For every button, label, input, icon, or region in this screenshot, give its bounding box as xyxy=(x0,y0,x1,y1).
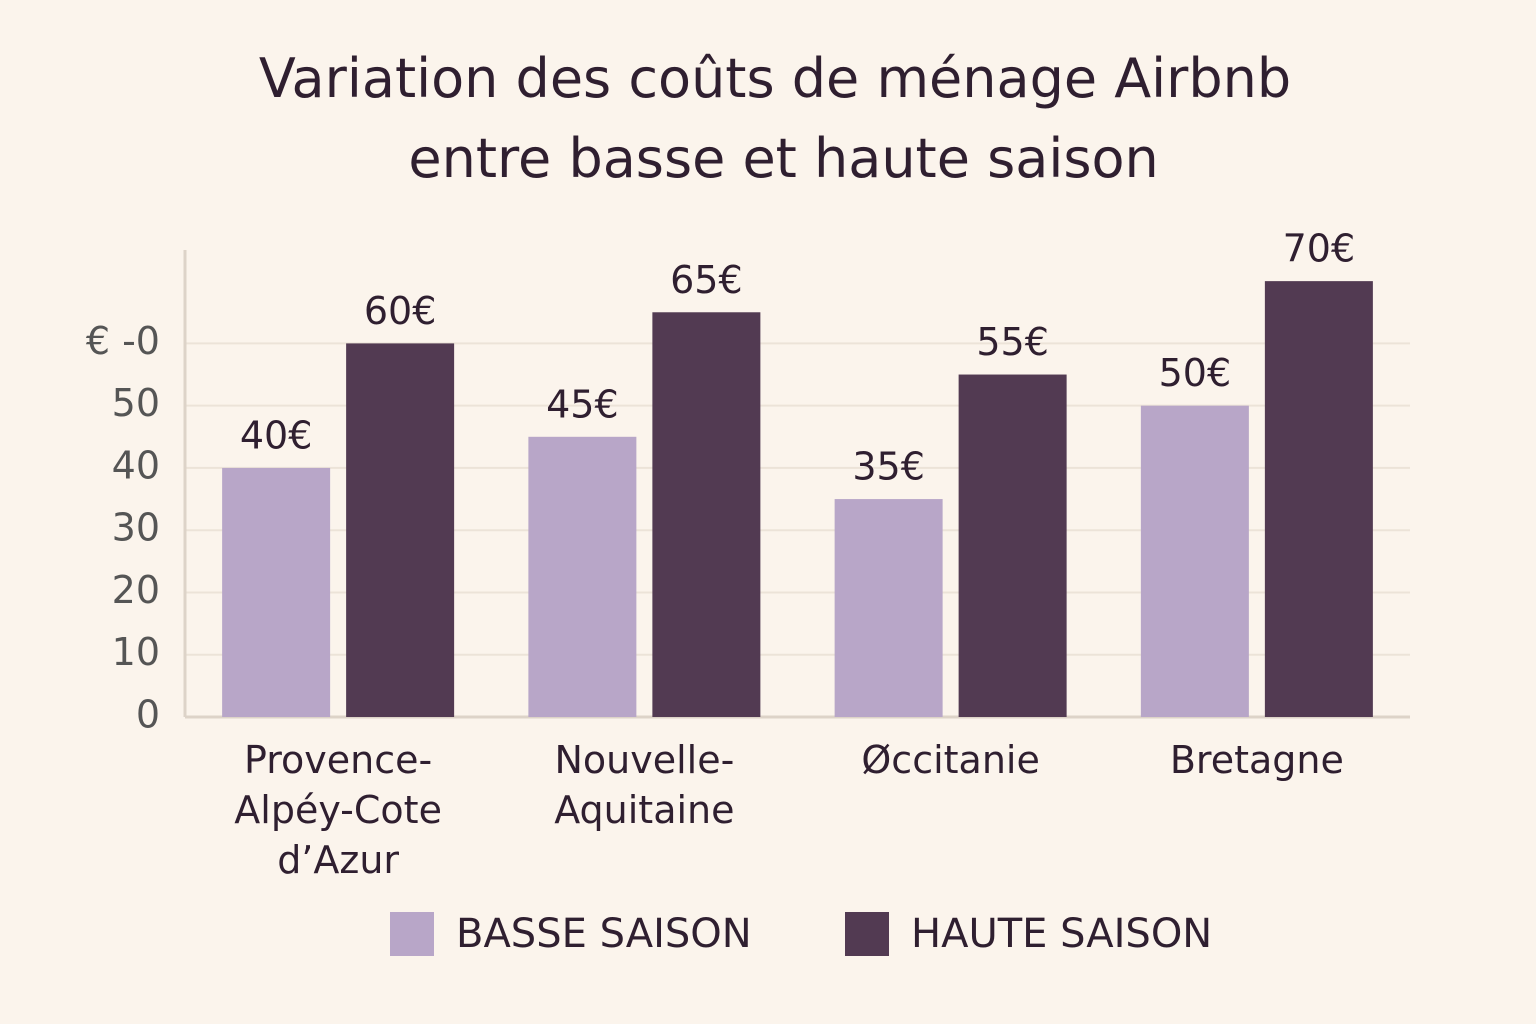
legend-swatch xyxy=(845,912,889,956)
value-label: 40€ xyxy=(240,413,313,457)
bar xyxy=(1264,281,1373,717)
bar xyxy=(958,374,1067,717)
bar xyxy=(528,436,637,717)
y-tick-label: 10 xyxy=(112,630,160,674)
chart-title: Variation des coûts de ménage Airbnb ent… xyxy=(259,47,1291,190)
y-tick-label: 50 xyxy=(112,381,160,425)
bar xyxy=(652,312,761,717)
value-label: 55€ xyxy=(976,320,1049,364)
bar xyxy=(346,343,455,717)
y-tick-label: € -0 xyxy=(86,319,160,363)
legend-label: HAUTE SAISON xyxy=(911,911,1212,957)
legend-swatch xyxy=(390,912,434,956)
value-label: 60€ xyxy=(364,289,437,333)
x-tick-label: Provence-Alpéy-Cote d’Azur xyxy=(234,738,442,882)
bar xyxy=(222,467,331,717)
bar xyxy=(834,499,943,717)
value-label: 50€ xyxy=(1159,351,1232,395)
value-label: 70€ xyxy=(1283,227,1356,271)
y-tick-label: 40 xyxy=(112,443,160,487)
y-tick-label: 0 xyxy=(136,693,160,737)
x-tick-label: Nouvelle-Aquitaine xyxy=(554,738,734,832)
value-label: 35€ xyxy=(852,445,925,489)
x-tick-label: Øccitanie xyxy=(861,738,1039,782)
y-tick-label: 30 xyxy=(112,506,160,550)
y-tick-label: 20 xyxy=(112,568,160,612)
bar xyxy=(1140,405,1249,717)
value-label: 65€ xyxy=(670,258,743,302)
x-tick-label: Bretagne xyxy=(1170,738,1344,782)
legend-label: BASSE SAISON xyxy=(456,911,752,957)
value-label: 45€ xyxy=(546,382,619,426)
